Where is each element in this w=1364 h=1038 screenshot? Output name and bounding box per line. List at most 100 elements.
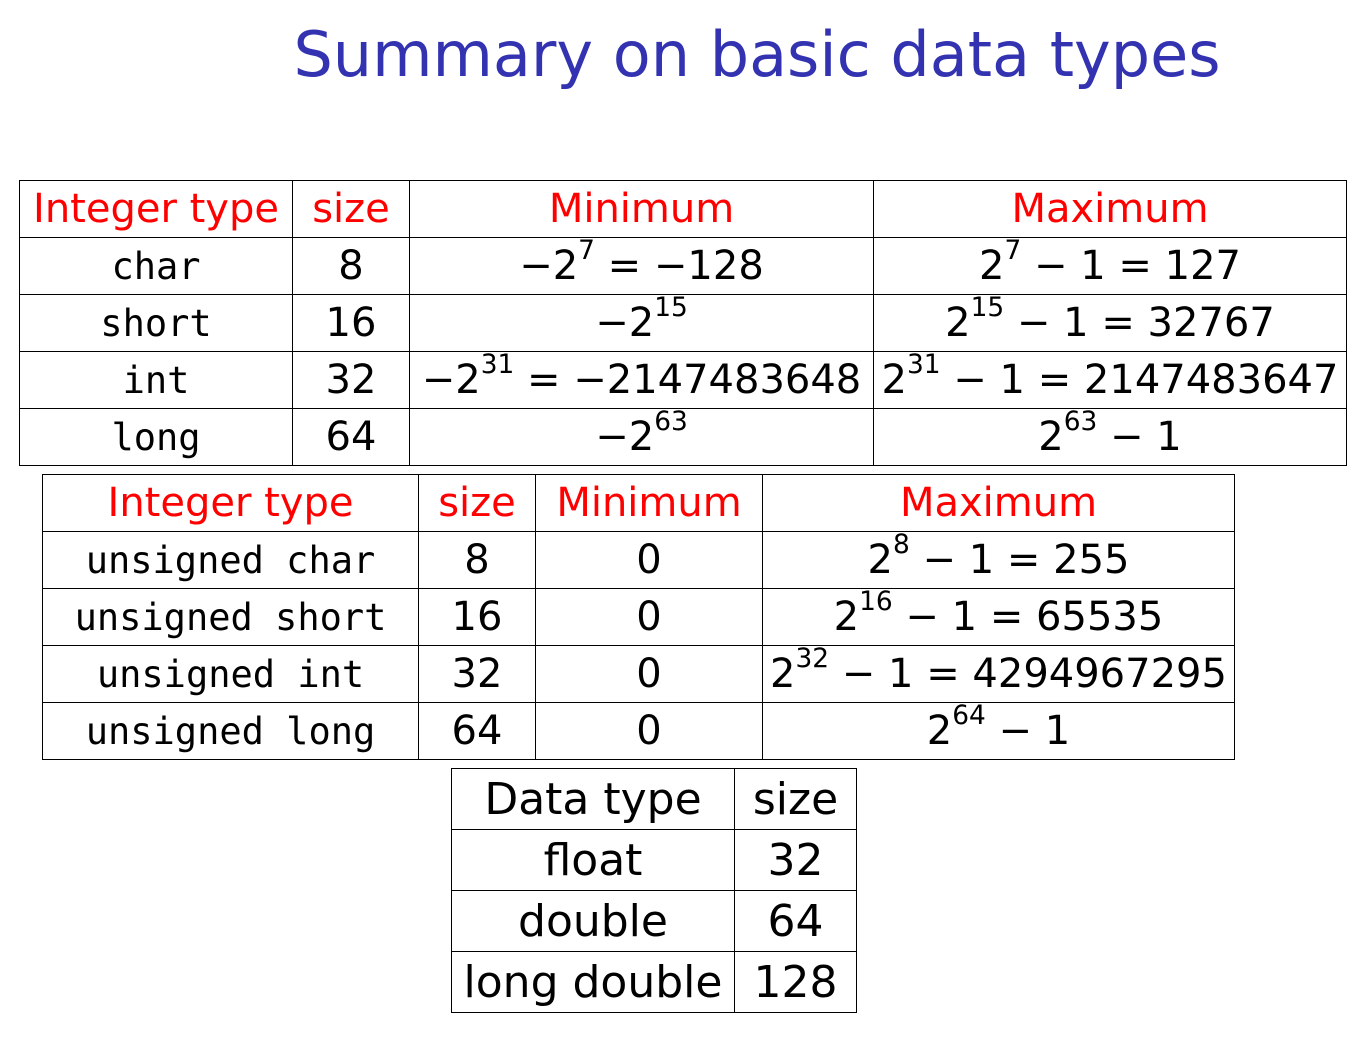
- header-size: size: [292, 180, 410, 238]
- minimum-base: −2: [595, 300, 655, 346]
- table-row: double 64: [451, 890, 857, 952]
- type-cell: unsigned char: [42, 531, 419, 589]
- maximum-exponent: 16: [859, 588, 893, 618]
- header-minimum: Minimum: [409, 180, 874, 238]
- minimum-rest: = −2147483648: [514, 357, 862, 403]
- size-cell: 32: [418, 645, 536, 703]
- maximum-base: 2: [1038, 414, 1064, 460]
- header-size: size: [734, 768, 857, 830]
- minimum-cell: −27 = −128: [409, 237, 874, 295]
- type-cell: unsigned short: [42, 588, 419, 646]
- maximum-base: 2: [945, 300, 971, 346]
- maximum-cell: 27 − 1 = 127: [873, 237, 1347, 295]
- size-cell: 128: [734, 951, 857, 1013]
- header-size: size: [418, 474, 536, 532]
- size-cell: 8: [292, 237, 410, 295]
- maximum-rest: − 1 = 255: [909, 537, 1130, 583]
- maximum-exponent: 8: [892, 531, 910, 561]
- size-cell: 32: [292, 351, 410, 409]
- size-cell: 32: [734, 829, 857, 891]
- page-title: Summary on basic data types: [293, 18, 1221, 91]
- type-cell: int: [19, 351, 293, 409]
- table-row: unsigned char 8 0 28 − 1 = 255: [42, 531, 1235, 589]
- size-cell: 64: [734, 890, 857, 952]
- size-cell: 64: [418, 702, 536, 760]
- minimum-exponent: 15: [654, 294, 688, 324]
- table-row: unsigned short 16 0 216 − 1 = 65535: [42, 588, 1235, 646]
- minimum-rest: = −128: [594, 243, 764, 289]
- maximum-rest: − 1 = 2147483647: [940, 357, 1339, 403]
- size-cell: 8: [418, 531, 536, 589]
- minimum-cell: −263: [409, 408, 874, 466]
- header-integer-type: Integer type: [19, 180, 293, 238]
- maximum-exponent: 31: [907, 351, 941, 381]
- maximum-exponent: 7: [1004, 237, 1022, 267]
- maximum-cell: 263 − 1: [873, 408, 1347, 466]
- signed-integer-table: Integer type size Minimum Maximum char 8…: [19, 180, 1347, 466]
- table-row: short 16 −215 215 − 1 = 32767: [19, 294, 1347, 352]
- maximum-rest: − 1 = 65535: [892, 594, 1164, 640]
- maximum-base: 2: [770, 651, 796, 697]
- minimum-cell: 0: [535, 588, 763, 646]
- header-maximum: Maximum: [762, 474, 1235, 532]
- maximum-cell: 28 − 1 = 255: [762, 531, 1235, 589]
- maximum-base: 2: [833, 594, 860, 640]
- table-header-row: Integer type size Minimum Maximum: [42, 474, 1235, 532]
- type-cell: char: [19, 237, 293, 295]
- floating-point-table: Data type size float 32 double 64 long d…: [451, 768, 857, 1013]
- header-integer-type: Integer type: [42, 474, 419, 532]
- maximum-exponent: 63: [1063, 408, 1098, 438]
- minimum-base: −2: [595, 414, 655, 460]
- header-data-type: Data type: [451, 768, 735, 830]
- minimum-exponent: 7: [578, 237, 595, 267]
- size-cell: 16: [418, 588, 536, 646]
- maximum-cell: 216 − 1 = 65535: [762, 588, 1235, 646]
- unsigned-integer-table: Integer type size Minimum Maximum unsign…: [42, 474, 1235, 760]
- maximum-cell: 264 − 1: [762, 702, 1235, 760]
- maximum-cell: 232 − 1 = 4294967295: [762, 645, 1235, 703]
- size-cell: 64: [292, 408, 410, 466]
- maximum-rest: − 1: [985, 708, 1071, 754]
- header-maximum: Maximum: [873, 180, 1347, 238]
- maximum-base: 2: [979, 243, 1005, 289]
- maximum-cell: 215 − 1 = 32767: [873, 294, 1347, 352]
- maximum-exponent: 64: [952, 702, 986, 732]
- type-cell: unsigned int: [42, 645, 419, 703]
- table-row: unsigned int 32 0 232 − 1 = 4294967295: [42, 645, 1235, 703]
- type-cell: short: [19, 294, 293, 352]
- header-minimum: Minimum: [535, 474, 763, 532]
- maximum-exponent: 15: [970, 294, 1005, 324]
- maximum-rest: − 1 = 127: [1021, 243, 1241, 289]
- size-cell: 16: [292, 294, 410, 352]
- minimum-cell: 0: [535, 702, 763, 760]
- maximum-rest: − 1 = 32767: [1004, 300, 1275, 346]
- maximum-base: 2: [926, 708, 953, 754]
- table-row: float 32: [451, 829, 857, 891]
- minimum-exponent: 31: [480, 351, 515, 381]
- table-row: int 32 −231 = −2147483648 231 − 1 = 2147…: [19, 351, 1347, 409]
- table-header-row: Data type size: [451, 768, 857, 830]
- maximum-rest: − 1: [1097, 414, 1182, 460]
- minimum-base: −2: [421, 357, 481, 403]
- maximum-rest: − 1 = 4294967295: [829, 651, 1227, 697]
- maximum-base: 2: [881, 357, 907, 403]
- type-cell: long double: [451, 951, 735, 1013]
- table-row: long double 128: [451, 951, 857, 1013]
- minimum-cell: 0: [535, 531, 763, 589]
- minimum-cell: −215: [409, 294, 874, 352]
- type-cell: double: [451, 890, 735, 952]
- type-cell: long: [19, 408, 293, 466]
- table-row: char 8 −27 = −128 27 − 1 = 127: [19, 237, 1347, 295]
- maximum-exponent: 32: [795, 645, 830, 675]
- minimum-cell: −231 = −2147483648: [409, 351, 874, 409]
- table-header-row: Integer type size Minimum Maximum: [19, 180, 1347, 238]
- minimum-cell: 0: [535, 645, 763, 703]
- type-cell: unsigned long: [42, 702, 419, 760]
- type-cell: float: [451, 829, 735, 891]
- minimum-exponent: 63: [654, 408, 688, 438]
- minimum-base: −2: [519, 243, 579, 289]
- table-row: unsigned long 64 0 264 − 1: [42, 702, 1235, 760]
- maximum-cell: 231 − 1 = 2147483647: [873, 351, 1347, 409]
- maximum-base: 2: [867, 537, 893, 583]
- table-row: long 64 −263 263 − 1: [19, 408, 1347, 466]
